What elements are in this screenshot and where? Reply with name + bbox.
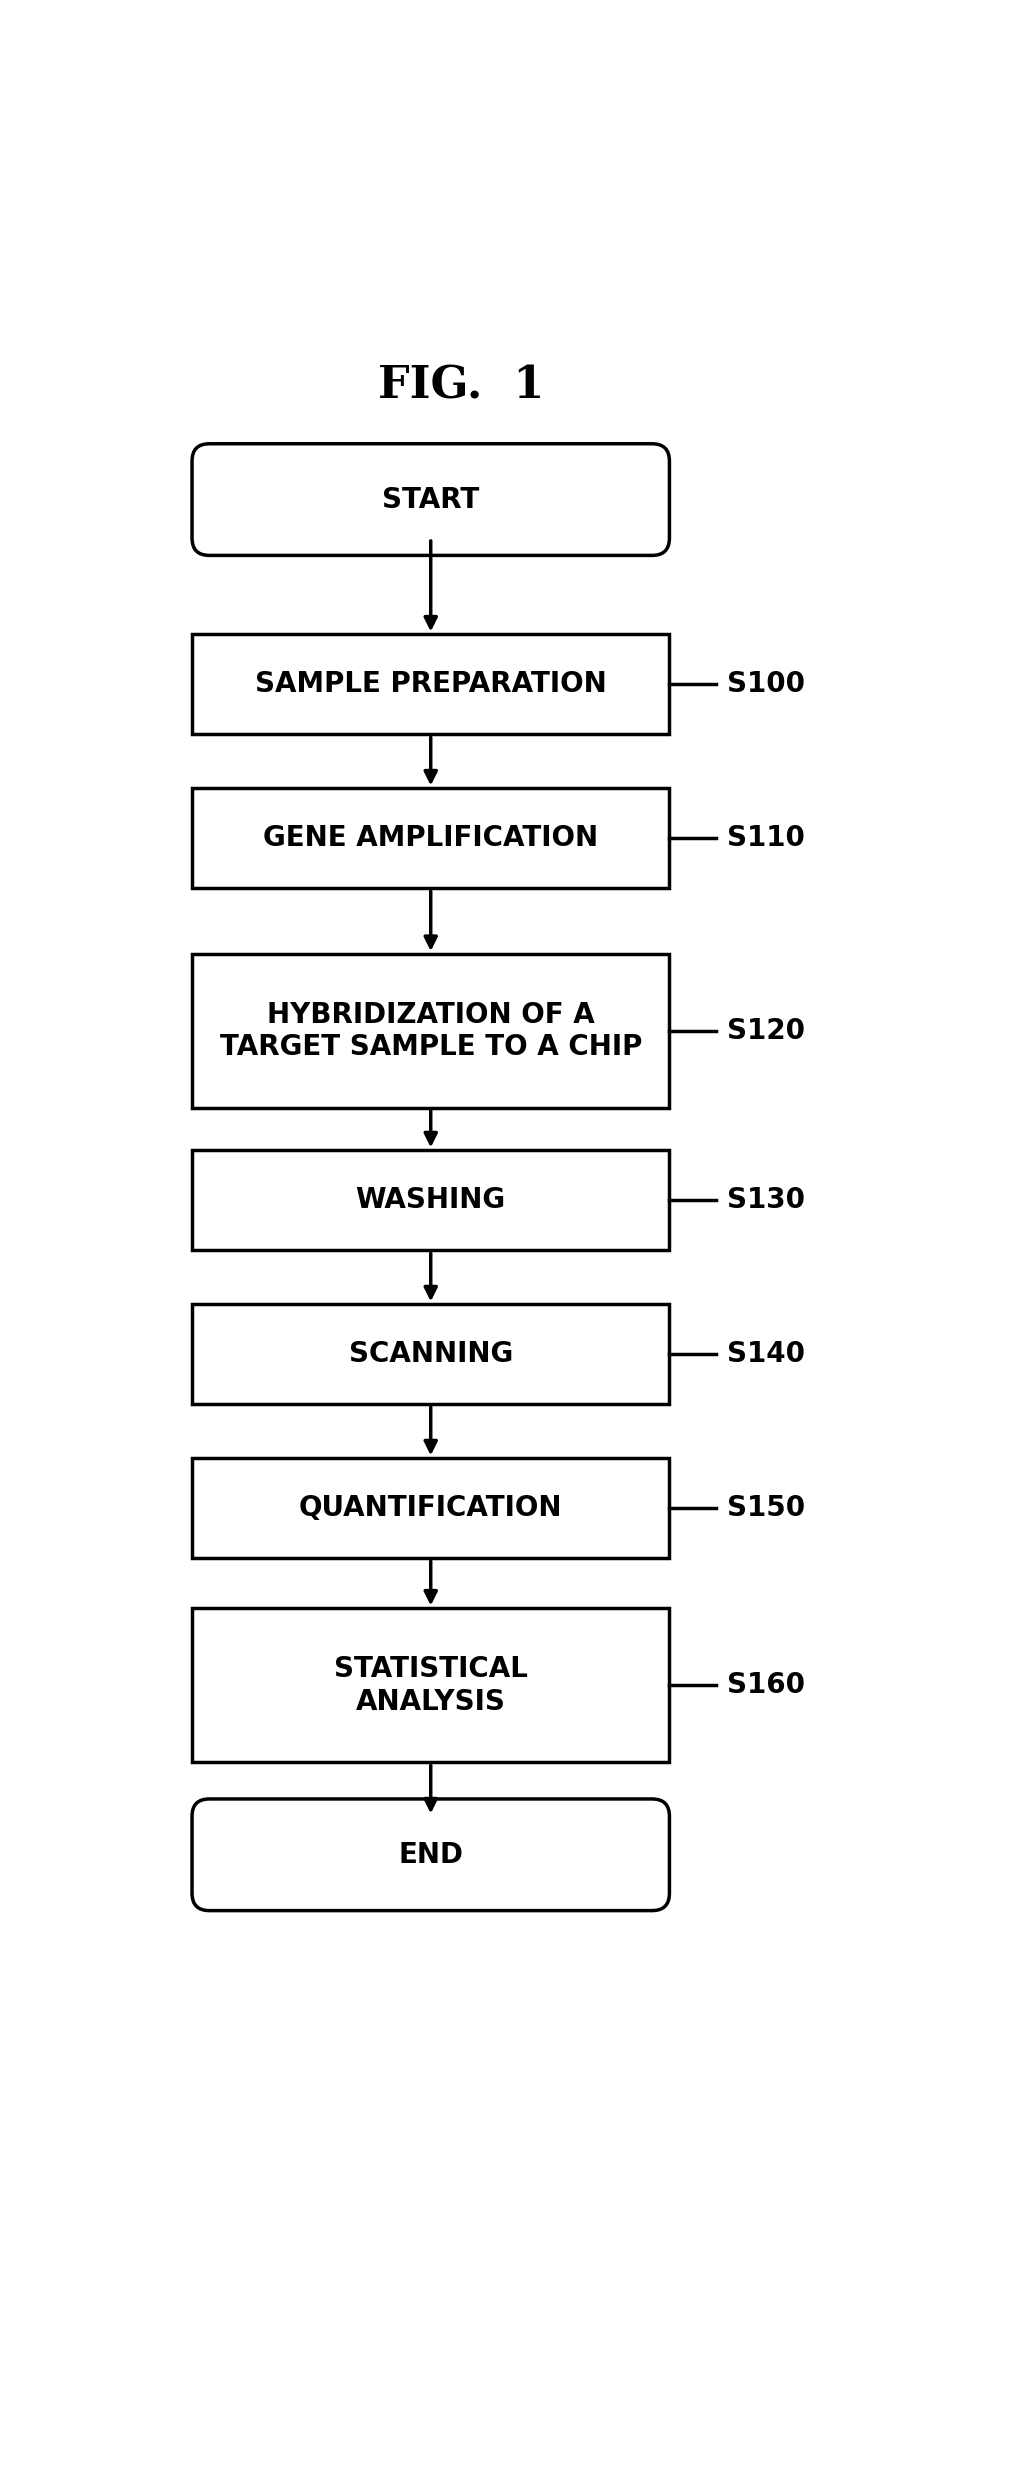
Bar (192, 1459, 669, 1559)
Bar (192, 1149, 669, 1251)
Text: SAMPLE PREPARATION: SAMPLE PREPARATION (255, 670, 607, 697)
FancyBboxPatch shape (192, 1799, 669, 1911)
Text: FIG.  1: FIG. 1 (379, 365, 544, 407)
Bar (192, 953, 669, 1107)
Text: S100: S100 (727, 670, 805, 697)
Text: START: START (383, 486, 480, 514)
Bar (192, 635, 669, 735)
Text: S130: S130 (727, 1186, 805, 1214)
Bar (192, 1608, 669, 1762)
Text: S160: S160 (727, 1670, 805, 1700)
Text: S110: S110 (727, 824, 805, 851)
FancyBboxPatch shape (192, 444, 669, 556)
Text: WASHING: WASHING (356, 1186, 505, 1214)
Text: S140: S140 (727, 1340, 805, 1368)
Text: SCANNING: SCANNING (349, 1340, 513, 1368)
Text: GENE AMPLIFICATION: GENE AMPLIFICATION (263, 824, 598, 851)
Text: S150: S150 (727, 1494, 805, 1521)
Text: QUANTIFICATION: QUANTIFICATION (299, 1494, 563, 1521)
Bar (192, 1303, 669, 1405)
Bar (192, 789, 669, 889)
Text: HYBRIDIZATION OF A
TARGET SAMPLE TO A CHIP: HYBRIDIZATION OF A TARGET SAMPLE TO A CH… (220, 1000, 641, 1062)
Text: S120: S120 (727, 1018, 805, 1045)
Text: END: END (398, 1842, 463, 1869)
Text: STATISTICAL
ANALYSIS: STATISTICAL ANALYSIS (333, 1655, 528, 1715)
